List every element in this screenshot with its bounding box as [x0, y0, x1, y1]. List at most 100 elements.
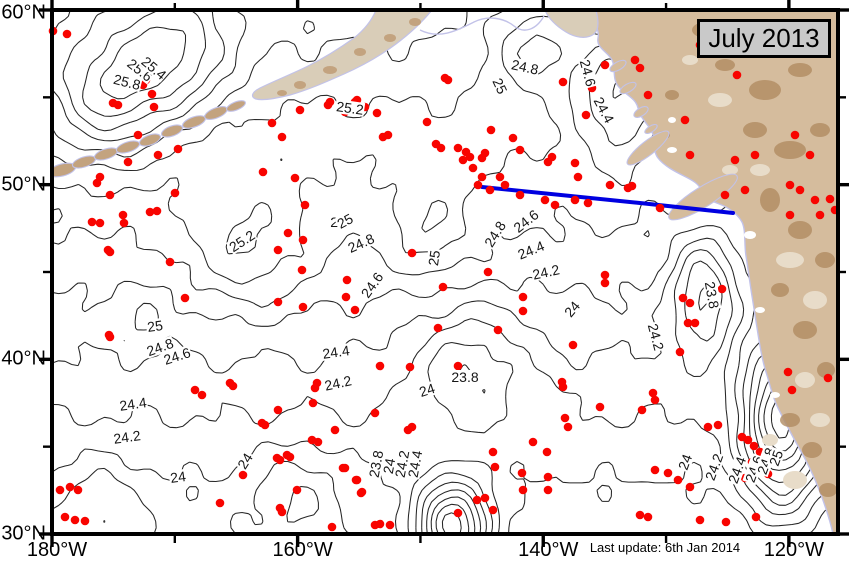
station-dot: [277, 507, 287, 517]
station-dot: [273, 245, 283, 255]
station-dot: [145, 207, 155, 217]
date-title-box: July 2013: [697, 19, 831, 58]
terrain-shading: [783, 471, 807, 489]
aleutian-island: [182, 115, 206, 129]
station-dot: [295, 105, 305, 115]
station-dot: [795, 185, 805, 195]
station-dot: [685, 482, 695, 492]
station-dot: [732, 70, 742, 80]
station-dot: [568, 340, 578, 350]
station-dot: [180, 293, 190, 303]
station-dot: [190, 385, 200, 395]
terrain-shading: [384, 34, 396, 42]
station-dot: [453, 361, 463, 371]
station-dot: [170, 188, 180, 198]
station-dot: [678, 293, 688, 303]
contour-value-label: 24.4: [117, 394, 149, 414]
terrain-shading: [795, 372, 815, 388]
axis-label-longitude: 140°W: [518, 539, 579, 561]
station-dot: [805, 150, 815, 160]
aleutian-island: [160, 124, 184, 138]
station-dot: [570, 195, 580, 205]
station-dot: [165, 257, 175, 267]
station-dot: [518, 306, 528, 316]
station-dot: [238, 470, 248, 480]
station-dot: [542, 447, 552, 457]
aleutian-island: [204, 105, 228, 121]
station-dot: [493, 325, 503, 335]
station-dot: [197, 390, 207, 400]
terrain-shading: [780, 413, 800, 427]
station-dot: [292, 485, 302, 495]
station-dot: [228, 381, 238, 391]
axis-label-latitude: 30°N: [1, 522, 46, 545]
land-alaska-peninsula: [251, 11, 432, 101]
station-dot: [260, 420, 270, 430]
station-dot: [740, 185, 750, 195]
station-dot: [550, 200, 560, 210]
station-dot: [683, 318, 693, 328]
station-dot: [465, 152, 475, 162]
station-dot: [273, 297, 283, 307]
station-dot: [453, 143, 463, 153]
station-dot: [488, 505, 498, 515]
station-dot: [472, 495, 482, 505]
station-dot: [663, 468, 673, 478]
station-dot: [285, 452, 295, 462]
station-dot: [637, 405, 647, 415]
contour-value-label: 24: [168, 467, 188, 487]
map-frame: [50, 8, 840, 536]
station-dot: [372, 108, 382, 118]
station-dot: [330, 425, 340, 435]
last-update-note: Last update: 6th Jan 2014: [589, 540, 741, 555]
terrain-shading: [682, 55, 698, 65]
station-dot: [600, 60, 610, 70]
station-dot: [627, 181, 637, 191]
glacier-patch: [667, 147, 677, 153]
station-dot: [477, 172, 487, 182]
station-dot: [267, 118, 277, 128]
station-dot: [105, 332, 115, 342]
station-dot: [342, 275, 352, 285]
station-dot: [751, 512, 761, 522]
station-dot: [518, 292, 528, 302]
ship-track-line: [480, 185, 735, 215]
station-dot: [488, 447, 498, 457]
station-dot: [528, 437, 538, 447]
station-dot: [650, 465, 660, 475]
station-dot: [600, 278, 610, 288]
station-dot: [558, 77, 568, 87]
station-dot: [119, 218, 129, 228]
aleutian-island: [93, 147, 119, 161]
station-dot: [543, 157, 553, 167]
station-dot: [436, 143, 446, 153]
station-dot: [87, 217, 97, 227]
station-dot: [721, 517, 731, 527]
station-dot: [685, 298, 695, 308]
station-dot: [630, 55, 640, 65]
station-dot: [785, 210, 795, 220]
station-dot: [743, 435, 753, 445]
station-dot: [823, 373, 833, 383]
station-dot: [483, 267, 493, 277]
station-dot: [810, 195, 820, 205]
station-dot: [480, 148, 490, 158]
station-dot: [149, 102, 159, 112]
station-dot: [675, 347, 685, 357]
station-dot: [298, 235, 308, 245]
station-dot: [147, 89, 157, 99]
terrain-shading: [774, 141, 806, 159]
terrain-shading: [819, 483, 837, 497]
station-dot: [407, 248, 417, 258]
station-dot: [680, 115, 690, 125]
station-dot: [515, 145, 525, 155]
station-dot: [815, 210, 825, 220]
station-dot: [70, 515, 80, 525]
terrain-shading: [817, 362, 835, 378]
station-dot: [65, 482, 75, 492]
station-dot: [438, 282, 448, 292]
axis-label-longitude: 180°W: [26, 539, 88, 561]
station-dot: [468, 163, 478, 173]
terrain-shading: [788, 221, 812, 239]
